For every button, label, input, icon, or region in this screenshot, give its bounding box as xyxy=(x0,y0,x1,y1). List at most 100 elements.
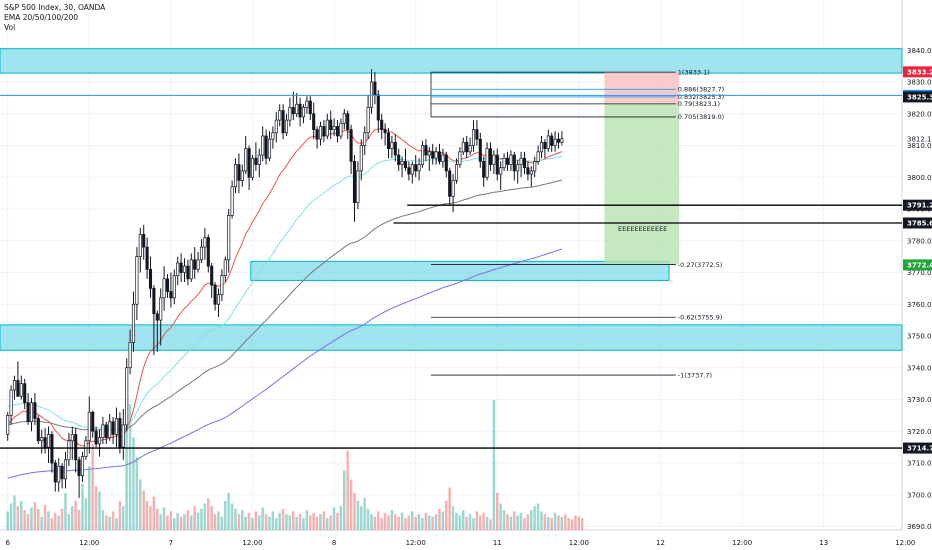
volume-bar xyxy=(564,514,567,530)
price-tag-box xyxy=(903,442,932,454)
price-tick-label: 3780.0 xyxy=(907,237,932,245)
volume-bar xyxy=(455,512,458,530)
candle-body xyxy=(223,259,227,277)
candle-body xyxy=(322,126,326,137)
candle-body xyxy=(346,113,350,130)
volume-bar xyxy=(411,511,414,530)
candle-body xyxy=(482,161,486,178)
candle-body xyxy=(210,265,214,286)
volume-bar xyxy=(349,479,353,530)
volume-bar xyxy=(196,512,200,530)
volume-bar xyxy=(387,515,390,530)
candle-body xyxy=(19,383,23,397)
candle-body xyxy=(101,424,105,438)
price-tag-plain: 3812.1 xyxy=(907,135,932,143)
volume-bar xyxy=(33,502,37,530)
candle-body xyxy=(257,154,261,165)
candle-body xyxy=(312,113,316,130)
volume-bar xyxy=(343,470,346,530)
symbol-title[interactable]: S&P 500 Index, 30, OANDA xyxy=(4,3,106,12)
time-tick-label: 6 xyxy=(5,539,10,547)
volume-bar xyxy=(312,512,315,530)
volume-bar xyxy=(47,511,50,530)
volume-bar xyxy=(23,510,26,530)
volume-bar xyxy=(581,518,584,530)
candle-body xyxy=(179,262,183,273)
volume-bar xyxy=(190,515,193,530)
volume-bar xyxy=(227,492,230,530)
candle-body xyxy=(87,411,91,442)
volume-bar xyxy=(485,516,489,530)
candle-body xyxy=(176,262,180,277)
candle-body xyxy=(199,246,204,261)
candle-body xyxy=(36,418,40,442)
volume-bar xyxy=(319,514,322,530)
volume-legend[interactable]: Vol xyxy=(4,23,16,32)
candle-body xyxy=(125,367,129,426)
candle-body xyxy=(339,122,343,137)
volume-bar xyxy=(210,506,213,530)
price-tick-label: 3840.0 xyxy=(907,47,932,55)
time-tick-label: 12:00 xyxy=(242,539,262,547)
volume-bar xyxy=(247,512,251,530)
zones-layer xyxy=(0,48,903,351)
volume-bar xyxy=(224,500,227,530)
chart-annotation: EEEEEEEEEEEE xyxy=(618,225,667,233)
volume-bar xyxy=(37,508,40,530)
lines-layer xyxy=(0,204,902,449)
volume-bar xyxy=(526,514,530,530)
volume-bar xyxy=(465,516,468,530)
candle-body xyxy=(417,164,421,172)
candle-body xyxy=(539,141,544,153)
candle-body xyxy=(305,100,309,108)
candle-body xyxy=(12,380,17,391)
price-tick-label: 3820.0 xyxy=(907,110,932,118)
volume-bar xyxy=(553,512,557,530)
price-tag-box xyxy=(903,217,932,229)
volume-bar xyxy=(380,518,383,530)
candle-body xyxy=(369,81,374,108)
volume-bar xyxy=(26,514,30,530)
volume-bar xyxy=(570,519,574,530)
ema-legend[interactable]: EMA 20/50/100/200 xyxy=(4,13,79,22)
candle-body xyxy=(230,186,234,216)
volume-bar xyxy=(400,512,404,530)
take-profit-zone xyxy=(604,103,680,265)
volume-bar xyxy=(441,511,445,530)
candle-body xyxy=(471,129,476,146)
price-tick-label: 3740.0 xyxy=(907,364,932,372)
candle-body xyxy=(108,421,112,438)
volume-bar xyxy=(326,518,329,530)
price-tick-label: 3730.0 xyxy=(907,396,932,404)
volume-bar xyxy=(203,503,207,530)
candle-body xyxy=(63,459,68,480)
volume-bar xyxy=(523,518,526,530)
price-tags-layer: 3833.23825.83825.33812.13791.23785.63772… xyxy=(903,66,932,454)
candle-body xyxy=(390,141,394,150)
volume-bar xyxy=(502,510,506,530)
candle-body xyxy=(298,103,302,118)
price-tick-label: 3770.0 xyxy=(907,269,932,277)
fib-level-label: -0.27(3772.5) xyxy=(678,261,723,269)
candle-body xyxy=(461,141,465,153)
candle-body xyxy=(216,294,221,305)
candle-body xyxy=(315,129,319,140)
volume-bar xyxy=(302,518,305,530)
candle-body xyxy=(247,148,251,178)
candle-body xyxy=(329,119,333,130)
volume-bar xyxy=(366,508,370,530)
volume-bar xyxy=(370,514,373,530)
candle-body xyxy=(104,424,108,438)
volume-bar xyxy=(237,514,241,530)
candle-body xyxy=(526,167,530,175)
volume-bar xyxy=(108,516,111,530)
volume-bar xyxy=(315,516,319,530)
volume-bar xyxy=(20,500,23,530)
volume-bar xyxy=(479,515,482,530)
price-tag-label: 3825.3 xyxy=(907,93,932,101)
candle-body xyxy=(295,103,299,115)
candle-body xyxy=(502,157,506,169)
candle-body xyxy=(488,148,493,165)
